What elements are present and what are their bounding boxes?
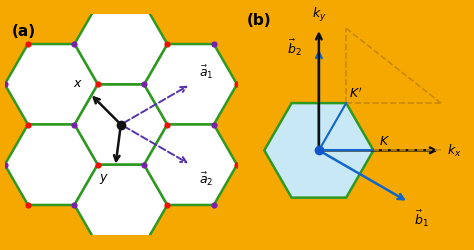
Text: $\vec{a}_1$: $\vec{a}_1$	[200, 63, 214, 80]
Polygon shape	[144, 125, 237, 205]
Text: $k_x$: $k_x$	[447, 143, 461, 159]
Polygon shape	[5, 45, 98, 125]
Text: $\vec{b}_1$: $\vec{b}_1$	[414, 208, 429, 228]
Polygon shape	[264, 104, 374, 198]
Text: $x$: $x$	[73, 77, 83, 90]
Polygon shape	[74, 5, 167, 85]
Text: $\vec{b}_2$: $\vec{b}_2$	[287, 38, 301, 58]
Text: $K'$: $K'$	[349, 86, 363, 101]
Text: $y$: $y$	[99, 171, 109, 185]
Text: $k_y$: $k_y$	[311, 6, 326, 24]
Text: (a): (a)	[12, 24, 36, 38]
Polygon shape	[144, 45, 237, 125]
Polygon shape	[5, 125, 98, 205]
Text: (b): (b)	[246, 13, 271, 28]
Polygon shape	[74, 85, 167, 165]
Text: $K$: $K$	[379, 135, 390, 148]
Polygon shape	[74, 165, 167, 245]
Text: $\vec{a}_2$: $\vec{a}_2$	[200, 170, 214, 187]
